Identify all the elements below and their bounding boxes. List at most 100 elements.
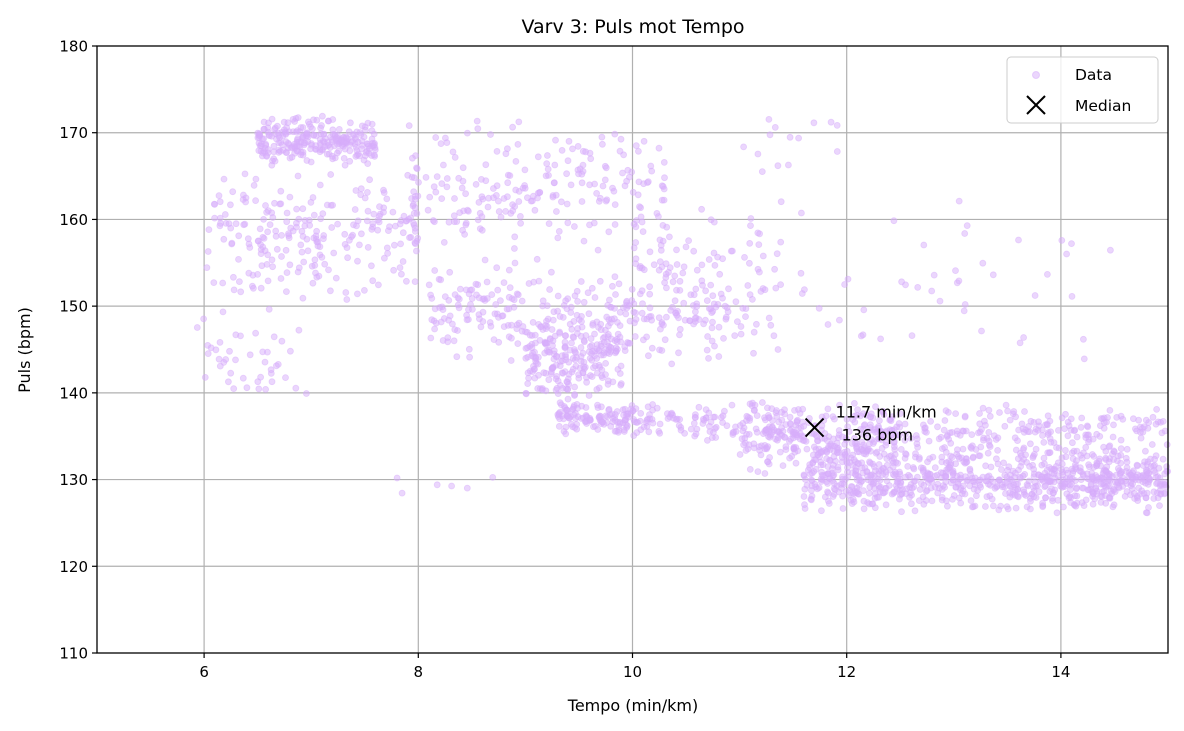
- data-point: [577, 344, 585, 351]
- data-point: [1068, 240, 1075, 248]
- data-point: [931, 464, 939, 472]
- data-point: [1031, 292, 1039, 299]
- data-point: [346, 119, 354, 127]
- data-point: [922, 497, 930, 504]
- data-point: [489, 185, 497, 192]
- data-point: [690, 247, 698, 255]
- data-point: [246, 351, 254, 359]
- data-point: [463, 129, 471, 137]
- data-point: [492, 301, 500, 308]
- data-point: [495, 208, 503, 215]
- data-point: [561, 338, 569, 346]
- data-point: [709, 292, 717, 300]
- data-point: [623, 297, 631, 305]
- data-point: [507, 357, 515, 364]
- data-point: [851, 470, 859, 478]
- data-point: [1066, 493, 1073, 500]
- data-point: [286, 261, 294, 269]
- data-point: [827, 442, 835, 450]
- data-point: [1050, 470, 1058, 478]
- data-point: [742, 313, 749, 321]
- data-point: [938, 453, 946, 461]
- data-point: [1065, 422, 1073, 430]
- data-point: [282, 374, 289, 382]
- data-point: [514, 140, 522, 148]
- data-point: [969, 453, 977, 461]
- data-point: [902, 485, 910, 493]
- data-point: [216, 198, 224, 206]
- data-point: [1085, 438, 1092, 446]
- data-point: [481, 256, 489, 264]
- data-point: [363, 217, 371, 225]
- data-point: [489, 473, 497, 481]
- data-point: [636, 203, 643, 211]
- data-point: [829, 493, 837, 500]
- data-point: [380, 254, 388, 262]
- data-point: [509, 123, 516, 131]
- x-tick-label: 8: [414, 663, 424, 681]
- data-point: [865, 489, 873, 497]
- data-point: [265, 132, 273, 140]
- data-point: [456, 285, 464, 293]
- data-point: [505, 266, 513, 274]
- data-point: [307, 158, 315, 166]
- data-point: [596, 277, 604, 285]
- data-point: [1112, 471, 1120, 479]
- data-point: [454, 327, 461, 334]
- data-point: [661, 174, 668, 182]
- data-point: [1080, 355, 1088, 363]
- data-point: [721, 407, 728, 415]
- data-point: [902, 473, 909, 481]
- data-point: [741, 434, 749, 442]
- data-point: [792, 444, 800, 451]
- data-point: [766, 131, 774, 139]
- data-point: [851, 418, 859, 426]
- data-point: [660, 196, 668, 204]
- data-point: [976, 420, 984, 428]
- data-point: [871, 494, 879, 502]
- data-point: [524, 194, 531, 202]
- data-point: [858, 477, 866, 485]
- data-point: [210, 279, 218, 287]
- data-point: [673, 261, 681, 268]
- data-point: [540, 369, 548, 377]
- data-point: [368, 225, 376, 233]
- data-point: [443, 139, 451, 147]
- data-point: [602, 326, 609, 334]
- data-point: [1078, 414, 1086, 422]
- data-point: [869, 440, 877, 447]
- data-point: [226, 201, 234, 209]
- data-point: [506, 284, 514, 292]
- data-point: [860, 505, 868, 513]
- data-point: [795, 134, 802, 142]
- data-point: [666, 233, 673, 241]
- data-point: [454, 294, 462, 302]
- data-point: [544, 165, 552, 173]
- data-point: [1154, 494, 1162, 502]
- data-point: [717, 414, 725, 421]
- data-point: [430, 317, 438, 325]
- data-point: [1088, 473, 1096, 481]
- data-point: [277, 187, 285, 195]
- data-point: [536, 336, 544, 344]
- data-point: [433, 481, 441, 489]
- data-point: [278, 337, 286, 345]
- data-point: [1002, 401, 1010, 409]
- data-point: [961, 230, 969, 237]
- data-point: [666, 264, 674, 272]
- data-point: [550, 355, 558, 363]
- data-point: [1006, 482, 1014, 490]
- data-point: [544, 152, 551, 159]
- median-marker: [804, 417, 825, 438]
- data-point: [920, 481, 928, 489]
- data-point: [577, 278, 585, 285]
- data-point: [1027, 505, 1034, 513]
- data-point: [228, 239, 236, 247]
- data-point: [260, 118, 268, 126]
- data-point: [1139, 478, 1147, 486]
- data-point: [662, 270, 670, 278]
- data-point: [451, 153, 459, 161]
- data-point: [351, 206, 359, 213]
- data-point: [554, 292, 562, 300]
- data-point: [894, 477, 902, 485]
